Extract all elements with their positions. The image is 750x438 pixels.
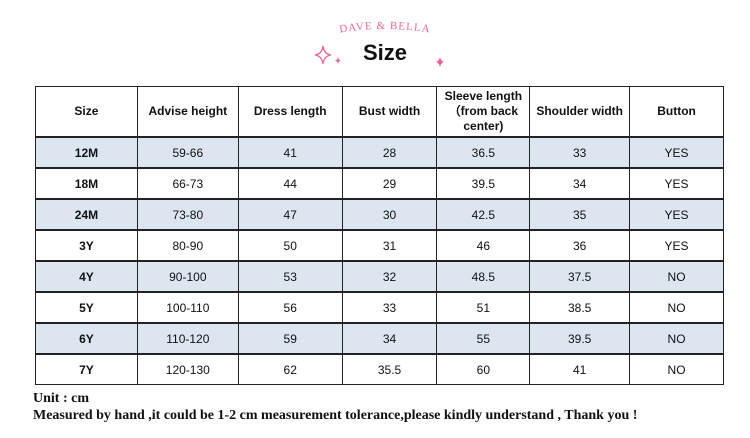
header-graphic: DAVE & BELLA (314, 20, 444, 67)
brand: DAVE & BELLA (339, 20, 432, 36)
table-cell: 100-110 (136, 291, 239, 324)
size-table: Size Advise height Dress length Bust width S… (35, 86, 724, 385)
table-cell: 42.5 (436, 198, 531, 231)
table-cell: 46 (436, 229, 531, 262)
table-cell: 33 (529, 136, 631, 169)
sparkle (436, 57, 444, 67)
table-cell: 33 (341, 291, 438, 324)
table-cell: 39.5 (529, 322, 631, 355)
table-cell: 5Y (35, 291, 138, 324)
table-cell: 4Y (35, 260, 138, 293)
table-cell: 41 (529, 353, 631, 385)
table-cell: 30 (341, 198, 438, 231)
title: Size (362, 40, 408, 65)
table-cell: 31 (341, 229, 438, 262)
table-cell: YES (629, 229, 724, 262)
table-row: 6Y 110-120 59 34 55 39.5 NO (35, 322, 724, 355)
table-cell: 18M (35, 167, 138, 200)
table-cell: NO (629, 353, 724, 385)
table-row: 24M 73-80 47 30 42.5 35 YES (35, 198, 724, 231)
table-cell: YES (629, 167, 724, 200)
table-cell: 24M (35, 198, 138, 231)
column-header: Dress length (237, 86, 343, 138)
table-cell: 50 (237, 229, 343, 262)
table-cell: 12M (35, 136, 138, 169)
table-cell: 80-90 (136, 229, 239, 262)
table-cell: YES (629, 198, 724, 231)
table-cell: 37.5 (529, 260, 631, 293)
table-cell: 59 (237, 322, 343, 355)
table-cell: 73-80 (136, 198, 239, 231)
table-cell: 110-120 (136, 322, 239, 355)
tolerance-note: Measured by hand ,it could be 1-2 cm mea… (33, 408, 638, 423)
column-header: Size (35, 86, 138, 138)
table-cell: 62 (237, 353, 343, 385)
table-cell: 60 (436, 353, 531, 385)
table-cell: 120-130 (136, 353, 239, 385)
table-cell: 44 (237, 167, 343, 200)
table-cell: 6Y (35, 322, 138, 355)
table-row: 4Y 90-100 53 32 48.5 37.5 NO (35, 260, 724, 293)
table-cell: 48.5 (436, 260, 531, 293)
column-header: Sleeve length （from back center) (436, 86, 531, 138)
table-cell: 55 (436, 322, 531, 355)
column-header: Shoulder width (529, 86, 631, 138)
table-cell: 38.5 (529, 291, 631, 324)
table-cell: 32 (341, 260, 438, 293)
table-cell: 41 (237, 136, 343, 169)
table-cell: 66-73 (136, 167, 239, 200)
column-header: Bust width (341, 86, 438, 138)
table-row: 5Y 100-110 56 33 51 38.5 NO (35, 291, 724, 324)
table-cell: 29 (341, 167, 438, 200)
table-cell: 34 (341, 322, 438, 355)
table-cell: 7Y (35, 353, 138, 385)
table-row: 18M 66-73 44 29 39.5 34 YES (35, 167, 724, 200)
table-cell: 90-100 (136, 260, 239, 293)
brand-text: DAVE & BELLA (339, 20, 431, 36)
table-row: 12M 59-66 41 28 36.5 33 YES (35, 136, 724, 169)
table-cell: 39.5 (436, 167, 531, 200)
column-header: Advise height (136, 86, 239, 138)
table-cell: 28 (341, 136, 438, 169)
sparkle (335, 57, 341, 64)
table-row: 7Y 120-130 62 35.5 60 41 NO (35, 353, 724, 385)
table-cell: NO (629, 291, 724, 324)
table-cell: 3Y (35, 229, 138, 262)
table-cell: 36 (529, 229, 631, 262)
column-header: Button (629, 86, 724, 138)
table-cell: YES (629, 136, 724, 169)
header-row: Size Advise height Dress length Bust width S… (35, 86, 724, 138)
table-cell: 47 (237, 198, 343, 231)
table-cell: 59-66 (136, 136, 239, 169)
table-cell: 35.5 (341, 353, 438, 385)
table-row: 3Y 80-90 50 31 46 36 YES (35, 229, 724, 262)
table-cell: 53 (237, 260, 343, 293)
unit-note: Unit : cm (33, 391, 89, 406)
table-cell: 35 (529, 198, 631, 231)
table-cell: NO (629, 260, 724, 293)
sparkle (314, 45, 332, 65)
table-cell: 56 (237, 291, 343, 324)
table-cell: 51 (436, 291, 531, 324)
table-cell: 36.5 (436, 136, 531, 169)
table-cell: NO (629, 322, 724, 355)
table-cell: 34 (529, 167, 631, 200)
